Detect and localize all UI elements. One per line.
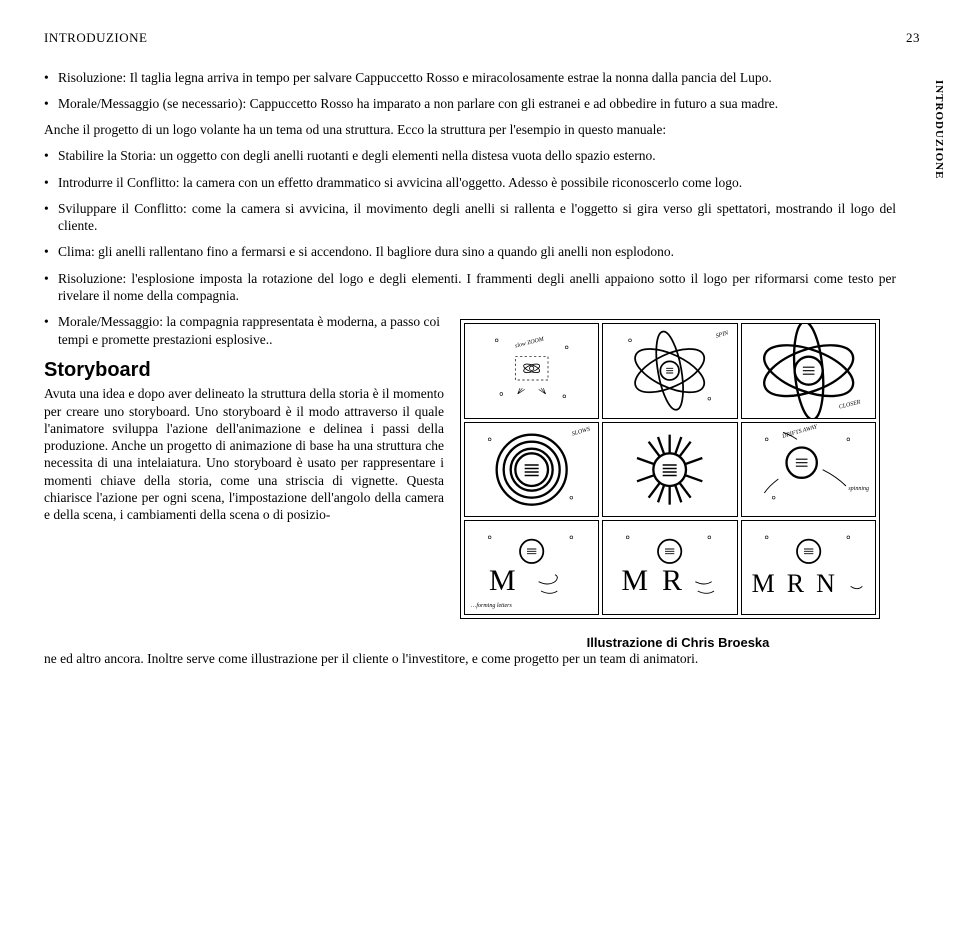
header-page-number: 23 <box>906 30 920 47</box>
storyboard-heading: Storyboard <box>44 358 444 384</box>
bullet-risoluzione-2: Risoluzione: l'esplosione imposta la rot… <box>44 270 896 305</box>
storyboard-frame-8: M R <box>602 520 737 615</box>
storyboard-grid: slow ZOOM SPI <box>460 319 880 619</box>
storyboard-frame-7: M …forming letters <box>464 520 599 615</box>
frame8-letter-m: M <box>621 562 648 600</box>
bullet-risoluzione: Risoluzione: Il taglia legna arriva in t… <box>44 69 896 86</box>
frame9-letter-m: M <box>752 567 775 600</box>
storyboard-frame-4: SLOWS <box>464 422 599 517</box>
frame9-letter-n: N <box>816 567 835 600</box>
bullet-clima: Clima: gli anelli rallentano fino a ferm… <box>44 243 896 260</box>
frame8-letter-r: R <box>662 562 682 600</box>
storyboard-frame-2: SPIN <box>602 323 737 418</box>
storyboard-paragraph-full: ne ed altro ancora. Inoltre serve come i… <box>44 650 896 667</box>
storyboard-paragraph-left: Avuta una idea e dopo aver delineato la … <box>44 385 444 523</box>
storyboard-frame-3: CLOSER <box>741 323 876 418</box>
intro-paragraph: Anche il progetto di un logo volante ha … <box>44 121 896 138</box>
frame7-annotation: …forming letters <box>471 603 512 611</box>
bullet-morale-top: Morale/Messaggio (se necessario): Cappuc… <box>44 95 896 112</box>
bullet-sviluppare: Sviluppare il Conflitto: come la camera … <box>44 200 896 235</box>
bullet-stabilire: Stabilire la Storia: un oggetto con degl… <box>44 147 896 164</box>
bullet-morale-split: Morale/Messaggio: la compagnia rappresen… <box>44 313 444 348</box>
storyboard-frame-9: M R N <box>741 520 876 615</box>
storyboard-frame-5 <box>602 422 737 517</box>
frame7-letter: M <box>489 562 516 600</box>
frame6-annotation2: spinning <box>848 486 869 494</box>
storyboard-frame-1: slow ZOOM <box>464 323 599 418</box>
side-section-label: INTRODUZIONE <box>932 80 946 179</box>
storyboard-frame-6: DRIFTS AWAY spinning <box>741 422 876 517</box>
bullet-introdurre: Introdurre il Conflitto: la camera con u… <box>44 174 896 191</box>
header-left: INTRODUZIONE <box>44 30 147 47</box>
frame9-letter-r: R <box>787 567 804 600</box>
